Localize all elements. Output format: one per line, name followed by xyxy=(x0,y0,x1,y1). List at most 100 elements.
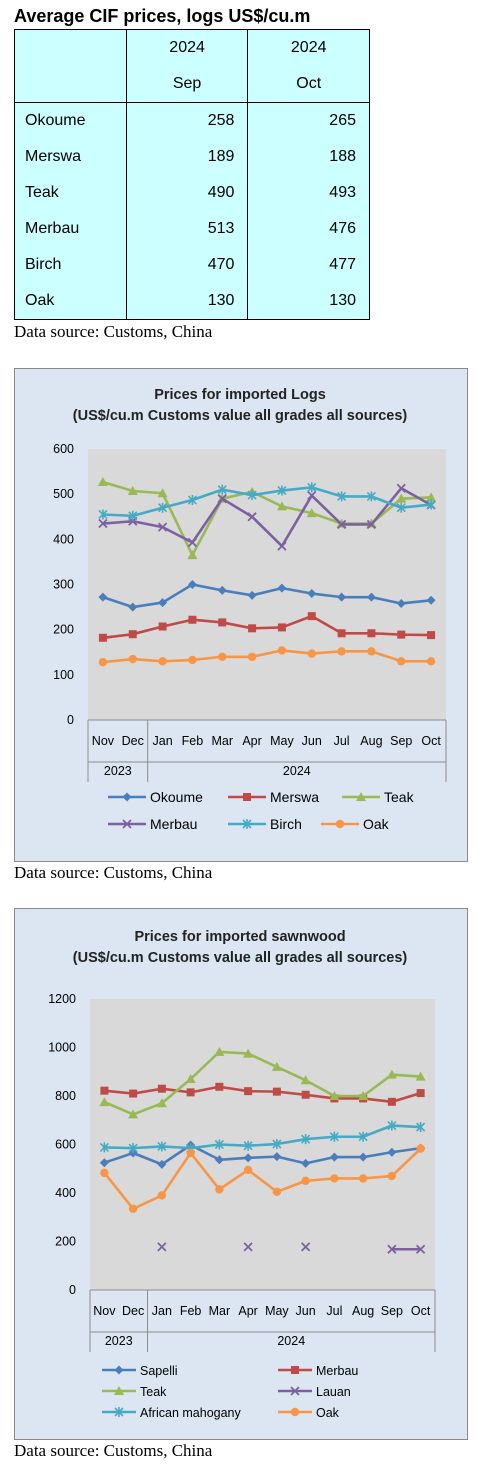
legend-swatch-marker xyxy=(122,792,132,802)
data-point-sapelli-may xyxy=(272,1152,282,1162)
data-point-oak-jun xyxy=(301,1176,310,1186)
legend-label: Merswa xyxy=(270,789,319,805)
table-row: Merbau 513 476 xyxy=(14,211,370,247)
data-point-oak-aug xyxy=(367,647,376,656)
series-african-mahogany xyxy=(99,1120,426,1154)
data-point-african-mahogany-nov xyxy=(99,1142,109,1153)
legend-label: Teak xyxy=(140,1385,167,1399)
y-tick-label: 0 xyxy=(67,713,74,727)
row-sep-value: 513 xyxy=(125,211,249,247)
header-oct: 2024 Oct xyxy=(247,29,370,103)
data-point-teak-mar xyxy=(214,1046,225,1056)
data-point-merbau-apr xyxy=(247,512,257,522)
data-point-lauan-oct xyxy=(415,1244,426,1254)
data-point-okoume-aug xyxy=(366,592,376,602)
data-point-merswa-jun xyxy=(307,612,316,621)
legend-entry-merbau: Merbau xyxy=(278,1364,358,1378)
data-point-merbau-jun xyxy=(301,1090,310,1099)
row-oct-value: 130 xyxy=(247,283,370,320)
logs-chart-panel: Prices for imported Logs (US$/cu.m Custom… xyxy=(14,368,468,862)
series-line-okoume xyxy=(102,583,432,609)
legend-label: African mahogany xyxy=(140,1406,242,1420)
table-row: Merswa 189 188 xyxy=(14,139,370,175)
data-point-merbau-mar xyxy=(217,494,227,504)
data-point-oak-apr xyxy=(243,1165,253,1175)
data-point-teak-sep xyxy=(386,1069,397,1079)
data-point-african-mahogany-jun xyxy=(301,1134,311,1145)
row-oct-value: 265 xyxy=(247,102,370,139)
data-point-okoume-sep xyxy=(396,598,406,608)
data-point-sapelli-jul xyxy=(329,1152,339,1162)
data-point-birch-sep xyxy=(396,502,406,513)
data-point-african-mahogany-aug xyxy=(358,1131,368,1142)
cif-price-table: 2024 Sep 2024 Oct Okoume 258 265 Merswa … xyxy=(14,29,370,320)
series-line-merbau xyxy=(104,1085,422,1104)
table-header-row: 2024 Sep 2024 Oct xyxy=(14,29,370,103)
data-point-teak-oct xyxy=(426,492,437,502)
legend-entry-birch: Birch xyxy=(228,816,302,832)
data-point-teak-nov xyxy=(97,476,108,486)
data-point-merswa-may xyxy=(277,623,286,632)
row-oct-value: 188 xyxy=(247,139,370,175)
y-tick-label: 200 xyxy=(55,1235,76,1249)
data-point-teak-jul xyxy=(329,1091,340,1100)
series-line-oak xyxy=(102,649,432,664)
data-point-okoume-jan xyxy=(158,598,168,608)
legend-label: Oak xyxy=(363,816,390,832)
x-tick-label-apr: Apr xyxy=(238,1304,257,1318)
data-point-african-mahogany-sep xyxy=(387,1120,397,1131)
data-point-sapelli-mar xyxy=(214,1155,224,1165)
data-point-merswa-jul xyxy=(337,629,346,638)
table-row: Okoume 258 265 xyxy=(14,102,370,139)
data-point-sapelli-sep xyxy=(387,1147,397,1157)
legend-entry-african-mahogany: African mahogany xyxy=(102,1406,242,1420)
sawnwood-chart-source-note: Data source: Customs, China xyxy=(14,1441,213,1460)
data-point-okoume-dec xyxy=(128,602,138,612)
data-point-birch-jan xyxy=(158,502,168,513)
data-point-oak-oct xyxy=(426,657,436,666)
x-group-label-2024: 2024 xyxy=(277,1334,305,1348)
logs-price-chart: Prices for imported Logs (US$/cu.m Custom… xyxy=(53,387,447,832)
legend-entry-oak: Oak xyxy=(278,1406,340,1420)
x-tick-label-jul: Jul xyxy=(334,734,350,748)
series-line-merbau xyxy=(102,486,432,548)
data-point-merswa-mar xyxy=(218,618,227,627)
data-point-teak-apr xyxy=(243,1048,254,1058)
table-row: Oak 130 130 xyxy=(14,283,370,320)
data-point-merswa-dec xyxy=(128,630,137,639)
x-tick-label-nov: Nov xyxy=(92,734,115,748)
y-tick-label: 0 xyxy=(69,1283,76,1297)
x-tick-label-jun: Jun xyxy=(296,1304,316,1318)
row-name: Oak xyxy=(14,283,127,320)
plot-area xyxy=(88,449,446,720)
x-group-label-2024: 2024 xyxy=(283,764,311,778)
data-point-oak-nov xyxy=(100,1168,109,1178)
y-tick-label: 200 xyxy=(53,623,74,637)
data-point-sapelli-nov xyxy=(99,1158,109,1168)
x-tick-label-mar: Mar xyxy=(211,734,233,748)
x-tick-label-jan: Jan xyxy=(152,1304,172,1318)
x-tick-label-jul: Jul xyxy=(326,1304,342,1318)
series-line-birch xyxy=(102,486,432,518)
series-line-merswa xyxy=(102,614,432,640)
data-point-oak-mar xyxy=(218,652,227,661)
logs-chart-source-note: Data source: Customs, China xyxy=(14,863,213,882)
data-point-african-mahogany-mar xyxy=(214,1139,224,1150)
data-point-oak-nov xyxy=(98,657,108,667)
y-tick-label: 800 xyxy=(55,1089,76,1103)
data-point-oak-jul xyxy=(337,647,346,656)
data-point-merbau-dec xyxy=(129,1089,138,1098)
x-tick-label-sep: Sep xyxy=(381,1304,403,1318)
x-tick-label-apr: Apr xyxy=(242,734,261,748)
data-point-okoume-mar xyxy=(217,585,227,595)
data-point-merbau-jun xyxy=(307,490,317,501)
data-point-birch-oct xyxy=(426,499,436,510)
legend-label: Merbau xyxy=(150,816,197,832)
data-point-oak-may xyxy=(272,1187,282,1196)
data-point-teak-jan xyxy=(156,1098,167,1108)
data-point-teak-dec xyxy=(127,486,138,496)
row-sep-value: 189 xyxy=(125,139,249,175)
row-name: Birch xyxy=(14,247,127,283)
data-point-merswa-feb xyxy=(188,615,197,624)
series-line-oak xyxy=(103,1147,422,1211)
